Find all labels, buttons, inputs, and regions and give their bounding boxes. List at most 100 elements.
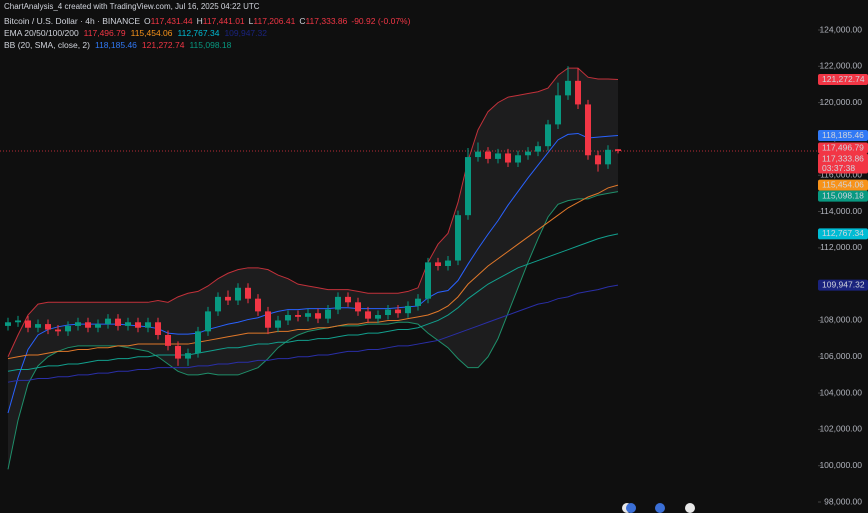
candle-body [345,296,351,303]
candle-body [525,151,531,156]
price-tag [818,279,868,291]
candle-body [415,298,421,306]
indicator-line [7,233,619,372]
y-tick-label: 114,000.00 [820,206,862,216]
price-tag-label: 115,454.06 [822,179,864,189]
candle-body [115,318,121,326]
price-tag-label: 112,767.34 [822,228,864,238]
candle-body [565,80,571,96]
candle-body [265,311,271,328]
candle-body [235,287,241,301]
legend-text: 117,431.44 [151,16,193,26]
candle-body [515,155,521,163]
candle-body [405,305,411,314]
candle-body [495,153,501,159]
price-tag [818,153,868,174]
candle-body [15,320,21,323]
price-tag-label: 121,272.74 [822,74,865,84]
countdown: 03:37:38 [822,163,855,173]
y-tick-label: 102,000.00 [819,424,862,434]
candle-body [25,320,31,328]
price-tag-label: 117,333.86 [822,153,864,163]
price-tags: 121,272.74 118,185.46 117,496.79117,333.86… [818,74,868,291]
candle-body [165,334,171,346]
candle-body [545,124,551,147]
legend-text: Bitcoin / U.S. Dollar · 4h · BINANCE [4,16,140,26]
candle-body [385,309,391,316]
y-tick-label: 108,000.00 [819,315,862,325]
price-tag-label: 115,098.18 [822,190,864,200]
legend-text: L [249,16,254,26]
candle-body [225,296,231,301]
candle-body [325,309,331,319]
price-tag-label: 117,496.79 [822,142,864,152]
legend-text: 112,767.34 [178,28,220,38]
y-tick-label: 120,000.00 [819,97,862,107]
y-tick-label: 112,000.00 [820,242,862,252]
price-tag [818,179,868,191]
bb-legend: BB (20, SMA, close, 2) 118,185.46 121,272.… [4,40,232,50]
icon [655,503,665,513]
legend-text: 117,206.41 [253,16,295,26]
candle-body [45,324,51,330]
price-tag [818,130,868,142]
candle-body [435,262,441,266]
price-tag [818,142,868,154]
y-tick-label: 104,000.00 [819,387,862,397]
price-tag-label: 118,185.46 [822,130,864,140]
candle-body [425,262,431,299]
candle-body [575,80,581,105]
candle-body [75,322,81,326]
candle-body [215,296,221,312]
candle-body [195,331,201,354]
candle-body [485,151,491,159]
legend-text: 115,454.06 [131,28,173,38]
candle-body [615,149,621,152]
bottom-icons [622,503,695,513]
candle-body [255,298,261,312]
y-tick-label: 124,000.00 [819,24,862,34]
price-tag [818,190,868,202]
candle-body [105,318,111,325]
candle-body [555,95,561,125]
candle-body [5,322,11,326]
price-tag [818,74,868,86]
legend-text: BB (20, SMA, close, 2) [4,40,90,50]
candle-body [65,325,71,332]
candle-body [245,287,251,299]
legend-text: H [197,16,203,26]
candle-body [365,311,371,319]
legend-text: 117,333.86 [305,16,347,26]
legend-text: 115,098.18 [189,40,231,50]
symbol-legend: Bitcoin / U.S. Dollar · 4h · BINANCE O117… [4,16,411,26]
candle-body [145,322,151,328]
candle-body [85,322,91,328]
candle-body [455,215,461,261]
candle-body [445,260,451,266]
indicator-line [7,184,619,360]
legend-text: 121,272.74 [142,40,185,50]
icon [685,503,695,513]
y-tick-label: 122,000.00 [819,61,862,71]
candle-body [305,313,311,317]
legend-text: C [299,16,305,26]
legend-text: 117,496.79 [84,28,126,38]
candle-body [275,320,281,328]
y-tick-label: 116,000.00 [820,169,862,179]
candle-body [175,345,181,359]
candle-body [315,313,321,319]
caption: ChartAnalysis_4 created with TradingView… [4,2,260,11]
candle-body [535,146,541,152]
plot-area [0,66,818,470]
candle-body [35,324,41,328]
candle-body [95,324,101,328]
ema-legend: EMA 20/50/100/200 117,496.79 115,454.06 112… [4,28,267,38]
legend-text: 118,185.46 [95,40,137,50]
candle-body [585,104,591,156]
candle-body [355,302,361,312]
candle-body [335,296,341,310]
y-tick-label: 98,000.00 [824,496,862,506]
legend-text: 109,947.32 [224,28,267,38]
price-tag [818,228,868,240]
